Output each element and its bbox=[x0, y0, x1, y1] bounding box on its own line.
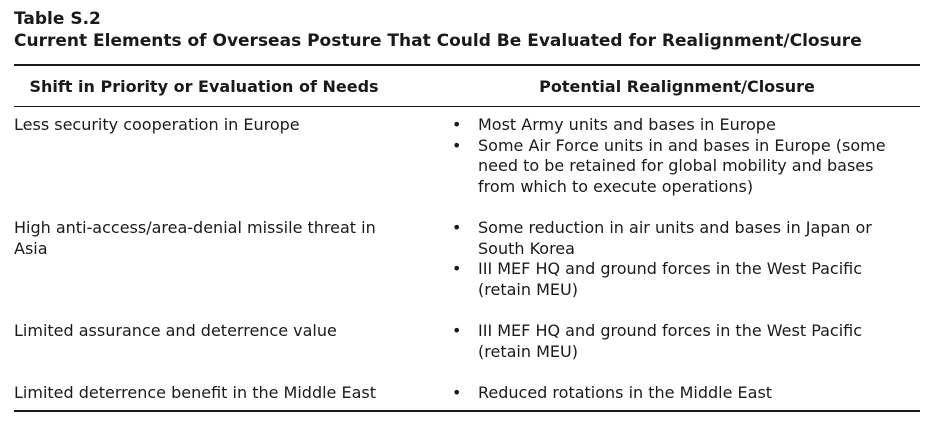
realignment-cell: • Reduced rotations in the Middle East bbox=[434, 383, 920, 404]
realignment-cell: • III MEF HQ and ground forces in the We… bbox=[434, 321, 920, 362]
list-item: • Some reduction in air units and bases … bbox=[434, 218, 894, 259]
realignment-list: • Reduced rotations in the Middle East bbox=[434, 383, 894, 404]
table-top-rule bbox=[14, 64, 920, 66]
table-row: Less security cooperation in Europe • Mo… bbox=[14, 115, 920, 197]
realignment-list: • Most Army units and bases in Europe • … bbox=[434, 115, 894, 197]
table-row: Limited deterrence benefit in the Middle… bbox=[14, 383, 920, 404]
bullet-icon: • bbox=[452, 383, 462, 402]
table-number: Table S.2 bbox=[14, 9, 101, 29]
list-item-text: Some reduction in air units and bases in… bbox=[478, 218, 872, 258]
list-item: • Most Army units and bases in Europe bbox=[434, 115, 894, 136]
bullet-icon: • bbox=[452, 259, 462, 278]
list-item-text: III MEF HQ and ground forces in the West… bbox=[478, 321, 863, 361]
realignment-list: • III MEF HQ and ground forces in the We… bbox=[434, 321, 894, 362]
realignment-list: • Some reduction in air units and bases … bbox=[434, 218, 894, 300]
list-item: • Some Air Force units in and bases in E… bbox=[434, 136, 894, 198]
list-item-text: Reduced rotations in the Middle East bbox=[478, 383, 773, 402]
list-item-text: Some Air Force units in and bases in Eur… bbox=[478, 135, 886, 196]
table-row: Limited assurance and deterrence value •… bbox=[14, 321, 920, 362]
table-body: Less security cooperation in Europe • Mo… bbox=[14, 107, 920, 410]
list-item-text: Most Army units and bases in Europe bbox=[478, 115, 776, 134]
list-item: • Reduced rotations in the Middle East bbox=[434, 383, 894, 404]
need-cell: Limited assurance and deterrence value bbox=[14, 321, 337, 340]
table-container: Table S.2 Current Elements of Overseas P… bbox=[14, 8, 920, 412]
bullet-icon: • bbox=[452, 135, 462, 155]
list-item-text: III MEF HQ and ground forces in the West… bbox=[478, 259, 863, 299]
realignment-cell: • Most Army units and bases in Europe • … bbox=[434, 115, 920, 197]
table-title: Current Elements of Overseas Posture Tha… bbox=[14, 31, 862, 51]
realignment-cell: • Some reduction in air units and bases … bbox=[434, 218, 920, 300]
bullet-icon: • bbox=[452, 321, 462, 340]
column-header-needs: Shift in Priority or Evaluation of Needs bbox=[29, 76, 379, 96]
table-row: High anti-access/area-denial missile thr… bbox=[14, 218, 920, 300]
table-header-row: Shift in Priority or Evaluation of Needs… bbox=[14, 66, 920, 106]
table-bottom-rule bbox=[14, 409, 920, 412]
bullet-icon: • bbox=[452, 115, 462, 134]
list-item: • III MEF HQ and ground forces in the We… bbox=[434, 321, 894, 362]
bullet-icon: • bbox=[452, 218, 462, 237]
list-item: • III MEF HQ and ground forces in the We… bbox=[434, 259, 894, 300]
need-cell: High anti-access/area-denial missile thr… bbox=[14, 218, 376, 258]
table-header-rule bbox=[14, 106, 920, 107]
need-cell: Limited deterrence benefit in the Middle… bbox=[14, 383, 376, 402]
column-header-realignment: Potential Realignment/Closure bbox=[539, 76, 815, 96]
need-cell: Less security cooperation in Europe bbox=[14, 115, 300, 134]
